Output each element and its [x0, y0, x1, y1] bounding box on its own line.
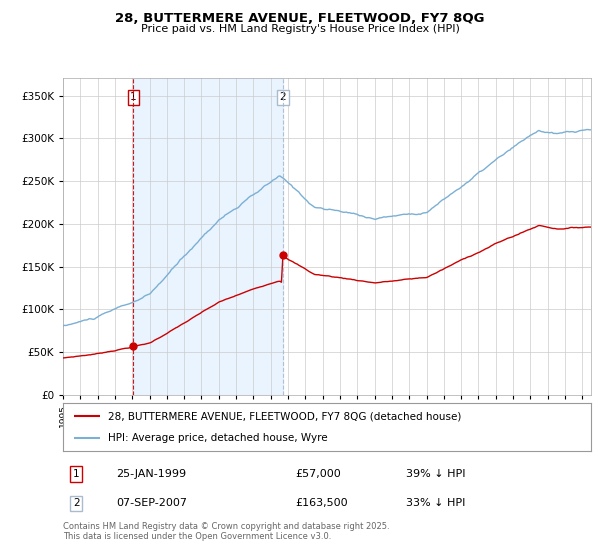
Text: 2: 2	[280, 92, 286, 102]
Text: 39% ↓ HPI: 39% ↓ HPI	[406, 469, 466, 479]
Text: 07-SEP-2007: 07-SEP-2007	[116, 498, 187, 508]
Text: £163,500: £163,500	[295, 498, 348, 508]
Text: 28, BUTTERMERE AVENUE, FLEETWOOD, FY7 8QG: 28, BUTTERMERE AVENUE, FLEETWOOD, FY7 8Q…	[115, 12, 485, 25]
Text: 1: 1	[73, 469, 80, 479]
Text: 33% ↓ HPI: 33% ↓ HPI	[406, 498, 466, 508]
Text: Price paid vs. HM Land Registry's House Price Index (HPI): Price paid vs. HM Land Registry's House …	[140, 24, 460, 34]
Bar	[133, 78, 283, 395]
Text: HPI: Average price, detached house, Wyre: HPI: Average price, detached house, Wyre	[108, 433, 328, 443]
Text: 28, BUTTERMERE AVENUE, FLEETWOOD, FY7 8QG (detached house): 28, BUTTERMERE AVENUE, FLEETWOOD, FY7 8Q…	[108, 411, 461, 421]
Text: 1: 1	[130, 92, 137, 102]
Text: Contains HM Land Registry data © Crown copyright and database right 2025.
This d: Contains HM Land Registry data © Crown c…	[63, 522, 389, 542]
Text: £57,000: £57,000	[295, 469, 341, 479]
Text: 2: 2	[73, 498, 80, 508]
Text: 25-JAN-1999: 25-JAN-1999	[116, 469, 186, 479]
